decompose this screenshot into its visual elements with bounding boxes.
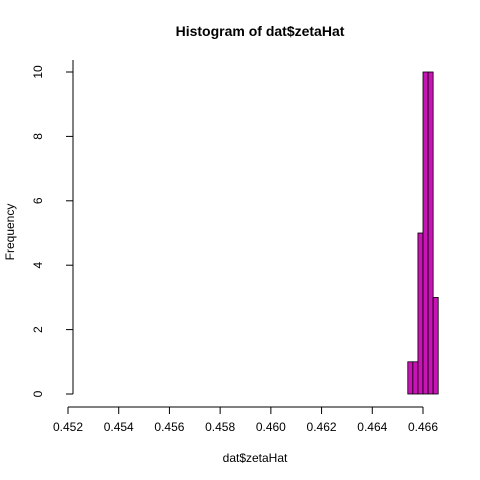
- histogram-bar-1: [412, 361, 419, 395]
- x-tick-label-3: 0.458: [205, 420, 235, 434]
- x-axis-label: dat$zetaHat: [223, 451, 288, 465]
- y-axis-label: Frequency: [3, 204, 17, 261]
- histogram-bar-4: [427, 71, 434, 395]
- histogram-bar-0: [407, 361, 414, 395]
- y-tick-label-2: 4: [31, 262, 45, 269]
- y-tick-label-3: 6: [31, 197, 45, 204]
- histogram-bar-5: [432, 296, 439, 395]
- x-tick-label-2: 0.456: [154, 420, 184, 434]
- chart-title: Histogram of dat$zetaHat: [176, 23, 345, 39]
- y-tick-label-5: 10: [31, 65, 45, 79]
- y-ticks-group: 0 2 4 6 8 10: [31, 65, 73, 397]
- x-tick-label-1: 0.454: [104, 420, 134, 434]
- x-tick-label-4: 0.460: [256, 420, 286, 434]
- histogram-bar-3: [422, 71, 429, 395]
- x-ticks-group: 0.452 0.454 0.456 0.458 0.460 0.462 0.464 0.466: [53, 407, 438, 434]
- bars-group: [407, 71, 439, 395]
- y-tick-label-4: 8: [31, 133, 45, 140]
- x-tick-label-6: 0.464: [357, 420, 387, 434]
- x-tick-label-5: 0.462: [307, 420, 337, 434]
- x-tick-label-0: 0.452: [53, 420, 83, 434]
- y-tick-label-0: 0: [31, 390, 45, 397]
- y-tick-label-1: 2: [31, 326, 45, 333]
- histogram-bar-2: [417, 232, 424, 395]
- x-tick-label-7: 0.466: [408, 420, 438, 434]
